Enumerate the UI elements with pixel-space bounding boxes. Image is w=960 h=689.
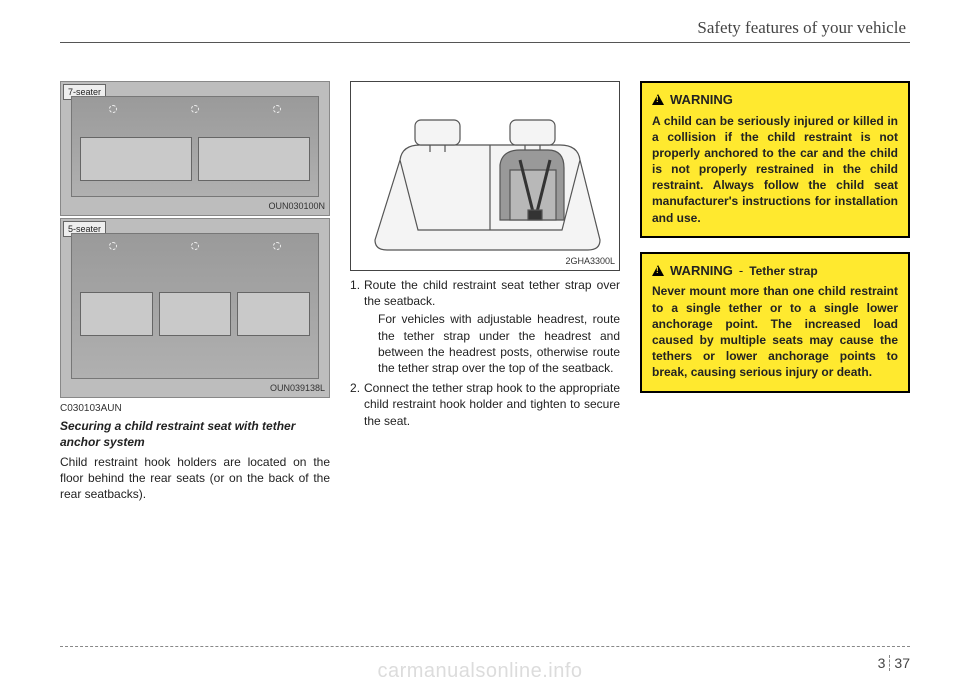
figure-code: 2GHA3300L: [565, 255, 615, 267]
page-index: 37: [890, 655, 910, 671]
figure-code: OUN039138L: [270, 382, 325, 394]
content-columns: 7-seater OUN030100N 5-seater OUN039138L …: [60, 81, 910, 502]
warning-body: Never mount more than one child restrain…: [652, 283, 898, 380]
figure-seat-diagram: 2GHA3300L: [350, 81, 620, 271]
warning-heading: WARNING - Tether strap: [652, 262, 898, 280]
seat-svg: [360, 90, 610, 260]
body-paragraph: Child restraint hook holders are located…: [60, 454, 330, 503]
footer-rule: [60, 646, 910, 647]
watermark: carmanualsonline.info: [377, 660, 582, 683]
warning-heading: WARNING: [652, 91, 898, 109]
step-1-sub: For vehicles with adjustable headrest, r…: [364, 311, 620, 376]
warning-subtitle: Tether strap: [749, 263, 817, 279]
page: Safety features of your vehicle 7-seater…: [0, 0, 960, 689]
warning-dash: -: [739, 262, 743, 280]
reference-code: C030103AUN: [60, 402, 330, 416]
section-title: Safety features of your vehicle: [60, 18, 910, 38]
warning-title: WARNING: [670, 262, 733, 280]
step-text: Connect the tether strap hook to the app…: [364, 381, 620, 427]
subheading: Securing a child restraint seat with tet…: [60, 418, 330, 450]
chapter-number: 3: [878, 655, 890, 671]
figure-cargo-area: [71, 233, 319, 379]
instruction-list: Route the child restraint seat tether st…: [350, 277, 620, 429]
warning-icon: [652, 265, 664, 276]
step-1: Route the child restraint seat tether st…: [350, 277, 620, 376]
column-right: WARNING A child can be seriously injured…: [640, 81, 910, 502]
step-text: Route the child restraint seat tether st…: [364, 278, 620, 308]
column-left: 7-seater OUN030100N 5-seater OUN039138L …: [60, 81, 330, 502]
warning-title: WARNING: [670, 91, 733, 109]
figure-7seater: 7-seater OUN030100N: [60, 81, 330, 216]
figure-5seater: 5-seater OUN039138L: [60, 218, 330, 398]
figure-cargo-area: [71, 96, 319, 197]
warning-box-tether: WARNING - Tether strap Never mount more …: [640, 252, 910, 393]
figure-code: OUN030100N: [268, 200, 325, 212]
warning-body: A child can be seriously injured or kill…: [652, 113, 898, 226]
header-rule: [60, 42, 910, 43]
warning-box-general: WARNING A child can be seriously injured…: [640, 81, 910, 238]
column-middle: 2GHA3300L Route the child restraint seat…: [350, 81, 620, 502]
step-2: Connect the tether strap hook to the app…: [350, 380, 620, 429]
page-number: 3 37: [878, 655, 910, 671]
warning-icon: [652, 94, 664, 105]
